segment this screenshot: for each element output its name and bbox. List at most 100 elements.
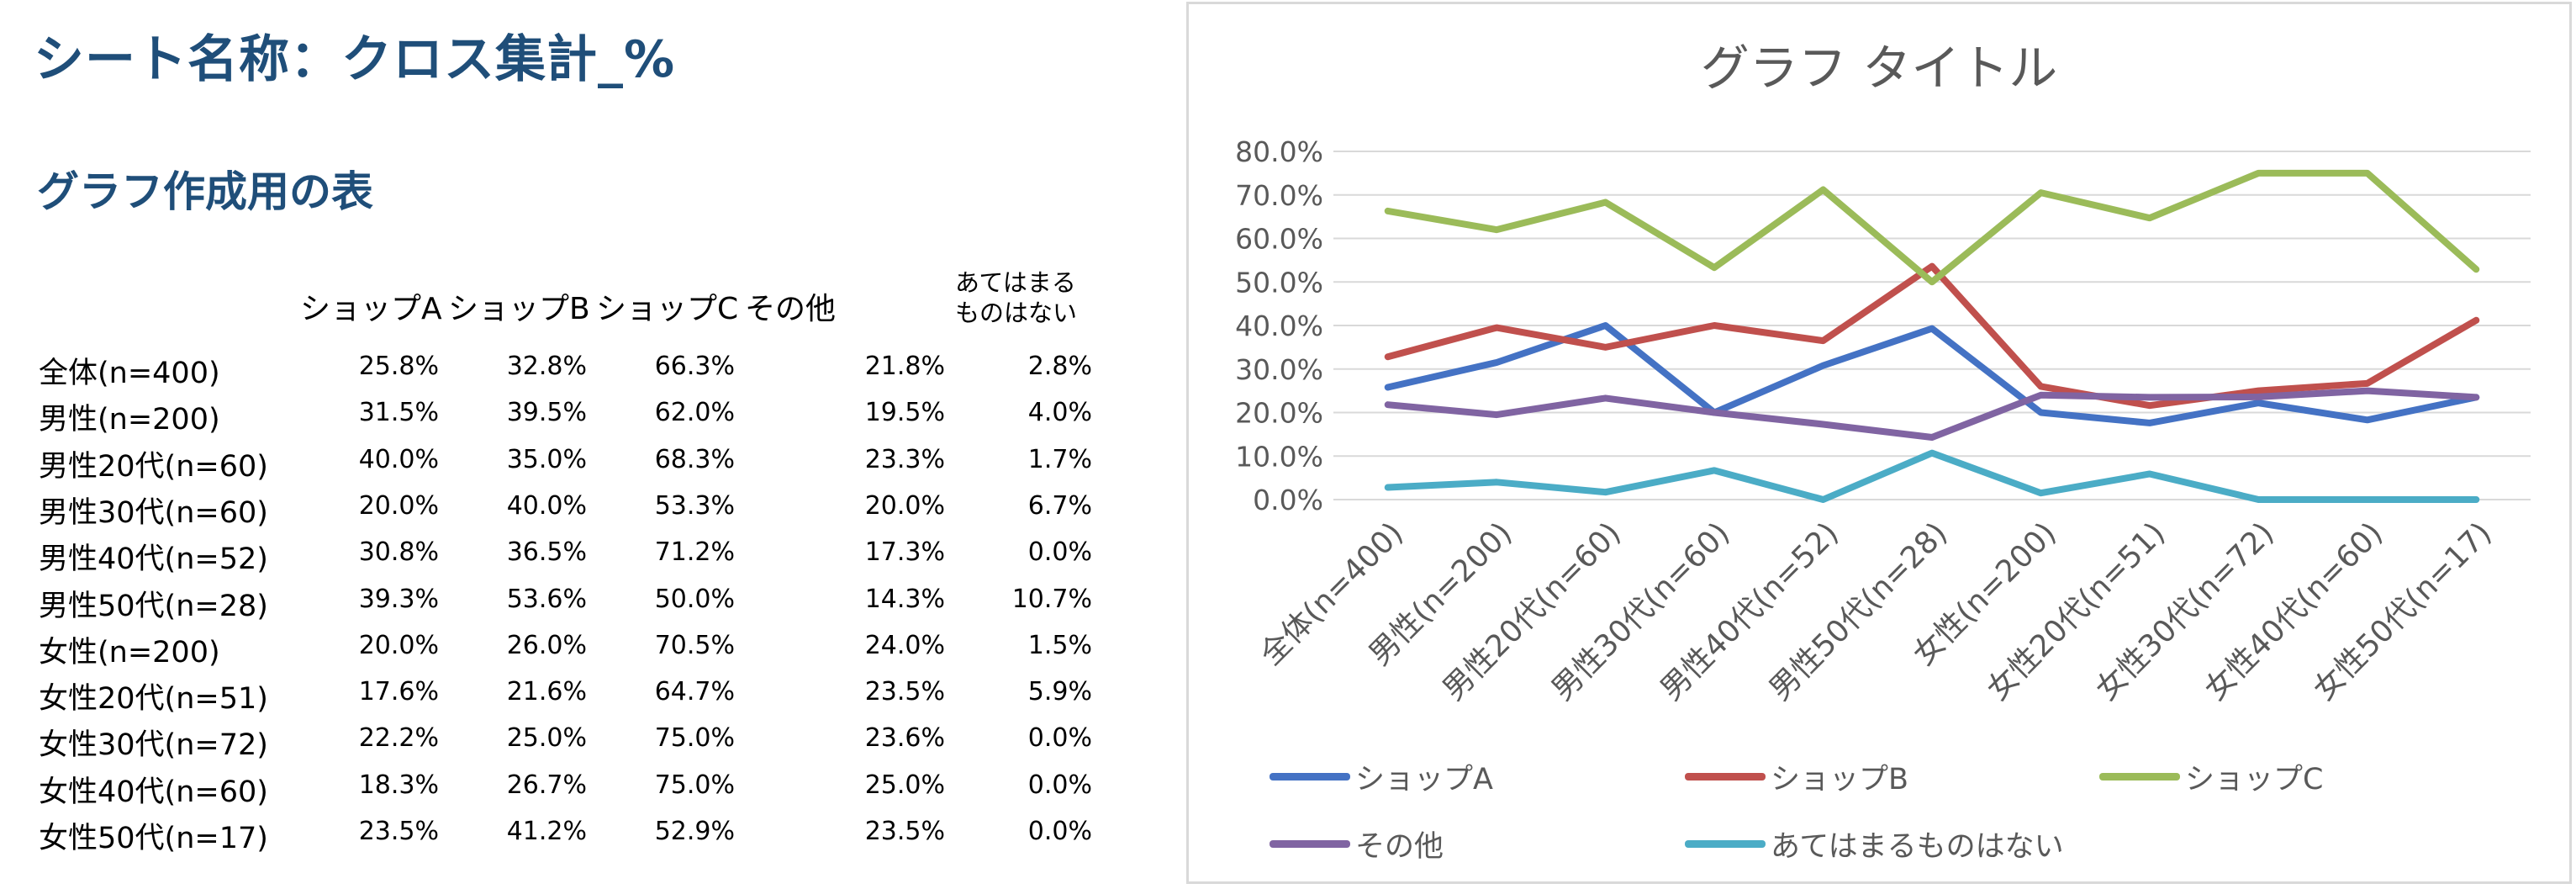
- y-tick-label: 50.0%: [1235, 266, 1323, 299]
- legend-label: あてはまるものはない: [1771, 830, 2064, 864]
- y-tick-label: 20.0%: [1235, 397, 1323, 430]
- series-lines: [1384, 169, 2480, 503]
- table-cell: 23.5%: [864, 817, 945, 846]
- table-cell: 0.0%: [1027, 537, 1092, 568]
- table-cell: 40.0%: [358, 444, 439, 474]
- chart-title: グラフ タイトル: [1701, 40, 2057, 97]
- table-cell: 25.0%: [864, 770, 945, 800]
- table-cell: 71.2%: [654, 537, 735, 568]
- table-cell: 26.7%: [506, 770, 587, 800]
- legend-swatch: [1270, 773, 1350, 781]
- table-cell: 40.0%: [506, 490, 587, 521]
- legend-item: ショップC: [2099, 755, 2323, 798]
- table-cell: 75.0%: [654, 770, 735, 800]
- table-cell: 62.0%: [654, 398, 735, 428]
- row-label: 女性20代(n=51): [39, 682, 268, 717]
- legend-label: ショップA: [1355, 763, 1493, 796]
- table-cell: 6.7%: [1027, 490, 1092, 521]
- table-cell: 17.6%: [358, 677, 439, 707]
- table-cell: 0.0%: [1027, 817, 1092, 846]
- legend-label: ショップB: [1771, 763, 1909, 796]
- chart-area[interactable]: グラフ タイトル 0.0% 10.0% 20.0% 30.0% 40.0% 50.0% 60…: [1186, 2, 2572, 884]
- table-cell: 31.5%: [358, 398, 439, 428]
- table-cell: 39.5%: [506, 398, 587, 428]
- table-cell: 25.8%: [358, 352, 439, 381]
- table-cell: 24.0%: [864, 630, 945, 660]
- table-cell: 75.0%: [654, 723, 735, 754]
- sheet-title: シート名称：クロス集計_%: [34, 30, 676, 89]
- table-cell: 2.8%: [1027, 352, 1092, 381]
- table-cell: 0.0%: [1027, 770, 1092, 800]
- table-cell: 23.5%: [358, 817, 439, 846]
- header-none-line1: あてはまる: [955, 268, 1076, 297]
- header-none-line2: ものはない: [955, 299, 1078, 327]
- table-cell: 20.0%: [358, 630, 439, 660]
- table-cell: 21.8%: [864, 352, 945, 381]
- table-cell: 66.3%: [654, 352, 735, 381]
- row-label: 男性20代(n=60): [39, 449, 268, 484]
- header-shop-b: ショップB: [448, 292, 590, 326]
- table-cell: 18.3%: [358, 770, 439, 800]
- table-cell: 20.0%: [864, 490, 945, 521]
- table-cell: 35.0%: [506, 444, 587, 474]
- table-cell: 64.7%: [654, 677, 735, 707]
- row-label: 全体(n=400): [39, 357, 220, 390]
- table-cell: 5.9%: [1027, 677, 1092, 707]
- table-cell: 4.0%: [1027, 398, 1092, 428]
- legend-swatch: [1685, 840, 1766, 848]
- row-label: 男性50代(n=28): [39, 589, 268, 623]
- table-cell: 0.0%: [1027, 723, 1092, 754]
- legend-item: ショップB: [1685, 755, 1908, 798]
- legend-swatch: [1270, 840, 1350, 848]
- table-cell: 14.3%: [864, 584, 945, 614]
- table-cell: 41.2%: [506, 817, 587, 846]
- legend-label: ショップC: [2185, 763, 2324, 796]
- legend-label: その他: [1355, 830, 1444, 864]
- section-title: グラフ作成用の表: [37, 167, 373, 216]
- table-cell: 53.3%: [654, 490, 735, 521]
- row-label: 女性50代(n=17): [39, 822, 268, 855]
- table-cell: 10.7%: [1011, 584, 1092, 614]
- table-cell: 52.9%: [654, 817, 735, 846]
- table-cell: 21.6%: [506, 677, 587, 707]
- y-tick-label: 0.0%: [1253, 484, 1323, 516]
- series-line: [1384, 169, 2480, 286]
- row-label: 男性40代(n=52): [39, 542, 268, 577]
- y-axis-ticks: 0.0% 10.0% 20.0% 30.0% 40.0% 50.0% 60.0% 70.0% 8…: [1235, 135, 1323, 516]
- legend-item: その他: [1270, 823, 1444, 865]
- table-cell: 22.2%: [358, 723, 439, 754]
- table-cell: 39.3%: [358, 584, 439, 614]
- row-label: 女性(n=200): [39, 635, 220, 669]
- y-tick-label: 40.0%: [1235, 310, 1323, 342]
- legend-swatch: [2099, 773, 2180, 781]
- table-cell: 19.5%: [864, 398, 945, 428]
- table-cell: 1.7%: [1027, 444, 1092, 474]
- row-label: 男性(n=200): [39, 403, 220, 437]
- table-cell: 50.0%: [654, 584, 735, 614]
- table-cell: 53.6%: [506, 584, 587, 614]
- row-label: 女性30代(n=72): [39, 728, 268, 763]
- table-cell: 1.5%: [1027, 630, 1092, 660]
- table-cell: 25.0%: [506, 723, 587, 754]
- series-line: [1384, 449, 2480, 503]
- header-shop-c: ショップC: [596, 292, 739, 326]
- table-cell: 30.8%: [358, 537, 439, 568]
- table-cell: 23.5%: [864, 677, 945, 707]
- table-cell: 26.0%: [506, 630, 587, 660]
- table-cell: 20.0%: [358, 490, 439, 521]
- y-tick-label: 80.0%: [1235, 135, 1323, 168]
- row-label: 女性40代(n=60): [39, 775, 268, 809]
- legend-item: あてはまるものはない: [1685, 823, 2064, 865]
- table-cell: 23.3%: [864, 444, 945, 474]
- y-tick-label: 70.0%: [1235, 179, 1323, 212]
- series-line: [1384, 387, 2480, 441]
- header-none: あてはまる ものはない: [955, 267, 1077, 328]
- table-cell: 68.3%: [654, 444, 735, 474]
- table-cell: 32.8%: [506, 352, 587, 381]
- header-other: その他: [745, 292, 837, 326]
- row-label: 男性30代(n=60): [39, 495, 268, 530]
- y-tick-label: 10.0%: [1235, 440, 1323, 473]
- header-shop-a: ショップA: [300, 292, 442, 326]
- legend-item: ショップA: [1270, 755, 1493, 798]
- series-line: [1384, 262, 2480, 410]
